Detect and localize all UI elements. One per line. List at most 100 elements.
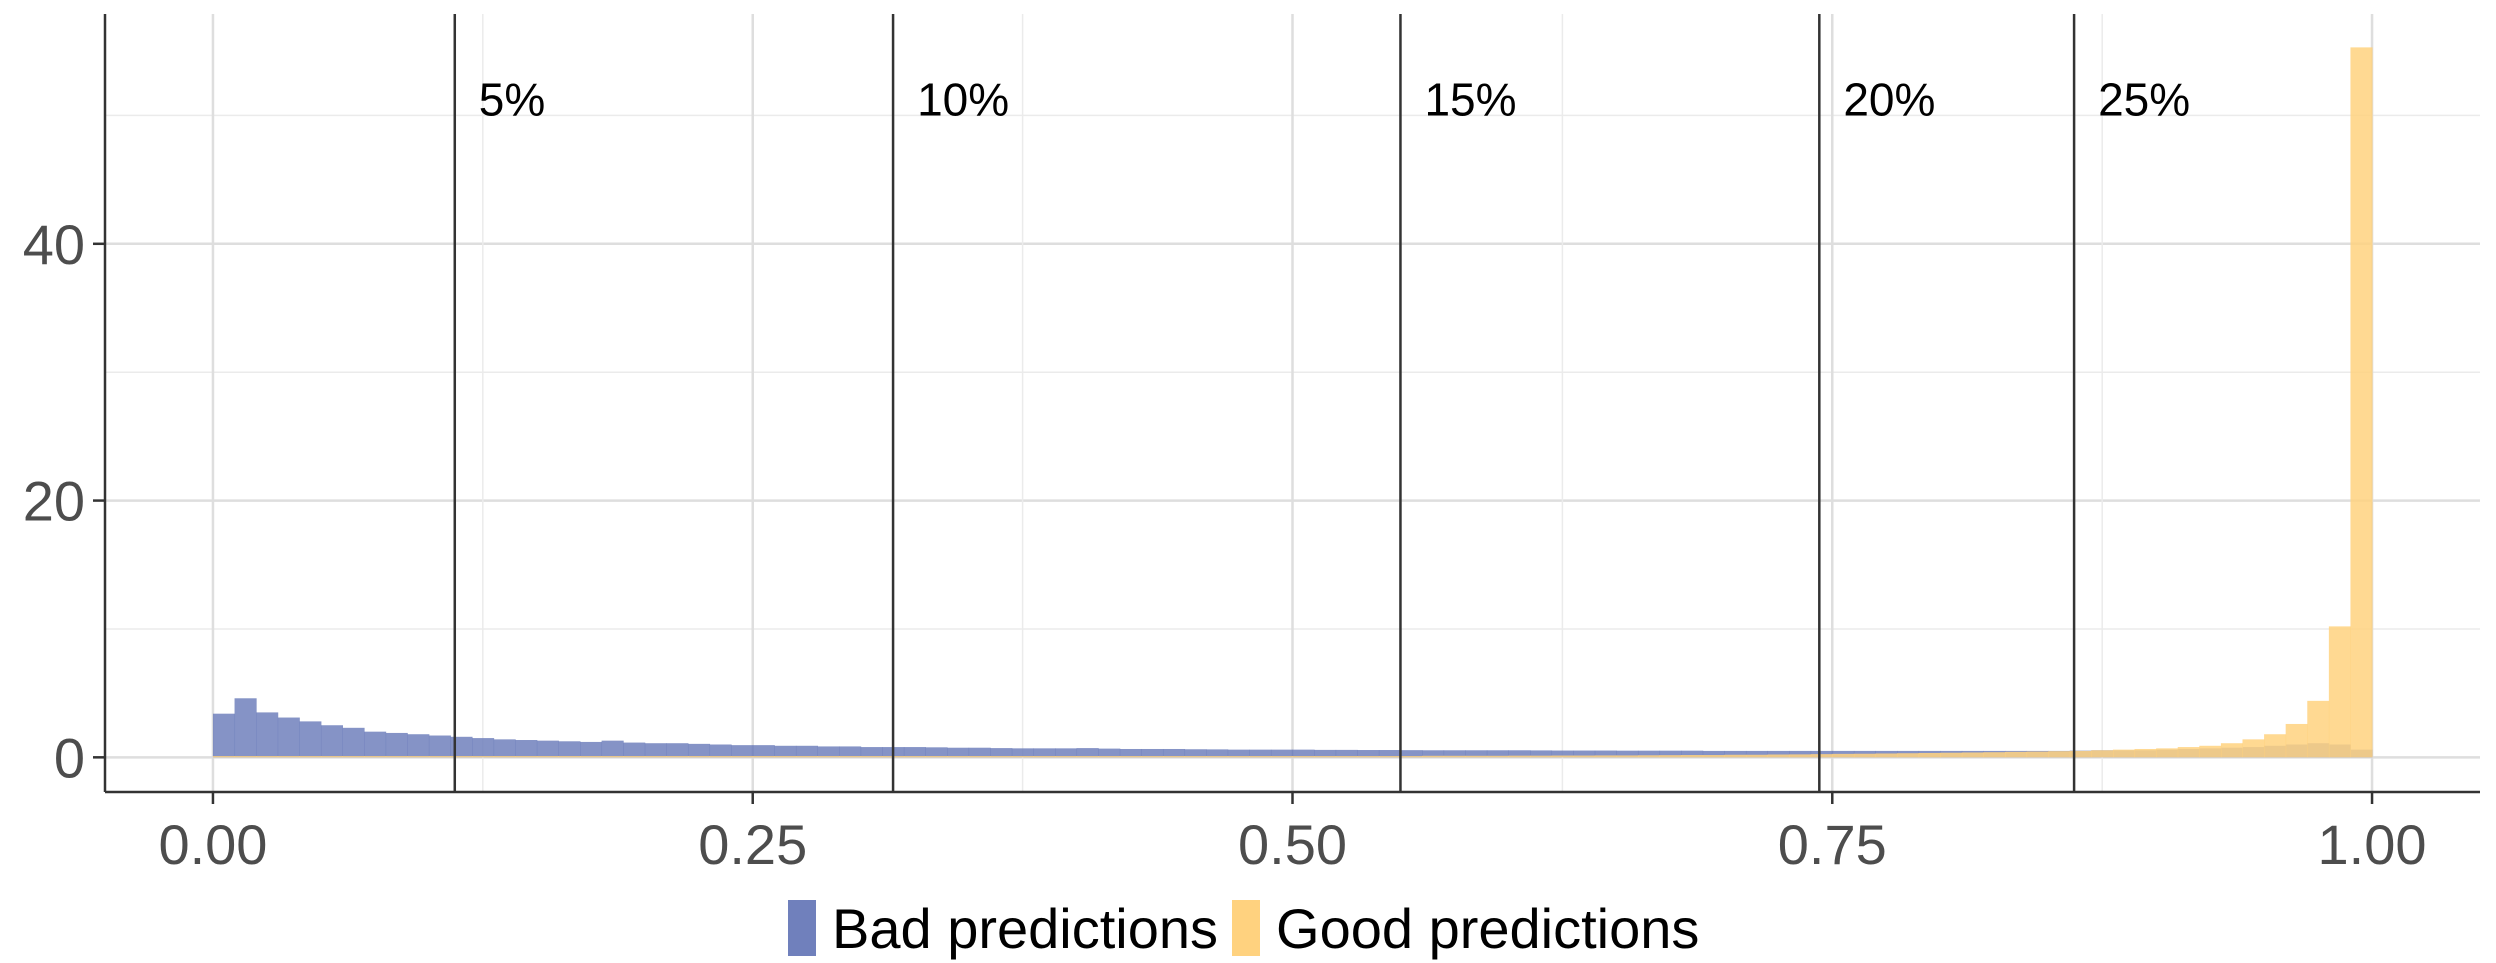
good-predictions-bar — [990, 756, 1013, 758]
bad-predictions-bar — [1270, 749, 1293, 758]
good-predictions-bar — [234, 756, 257, 758]
good-predictions-bar — [2069, 750, 2092, 758]
bad-predictions-bar — [364, 731, 387, 758]
good-predictions-bar — [752, 756, 775, 758]
good-predictions-bar — [1616, 755, 1639, 758]
good-predictions-bar — [925, 756, 948, 758]
bad-predictions-bar — [817, 746, 840, 758]
bad-predictions-bar — [1162, 748, 1186, 758]
good-predictions-bar — [364, 756, 387, 758]
good-predictions-bar — [1897, 753, 1920, 758]
good-predictions-bar — [1594, 755, 1617, 758]
good-predictions-bar — [1724, 754, 1747, 758]
good-predictions-bar — [709, 756, 732, 758]
bad-predictions-bar — [1573, 750, 1596, 758]
good-predictions-bar — [1853, 753, 1876, 758]
good-predictions-bar — [1270, 756, 1293, 758]
bad-predictions-bar — [1119, 748, 1142, 758]
good-predictions-bar — [2091, 750, 2114, 758]
good-predictions-bar — [342, 756, 365, 758]
good-predictions-bar — [795, 756, 818, 758]
good-predictions-bar — [860, 756, 883, 758]
good-predictions-bar — [1745, 754, 1768, 758]
bad-predictions-bar — [299, 721, 322, 758]
good-predictions-bar — [1011, 756, 1034, 758]
x-tick-label: 0.25 — [698, 813, 807, 876]
good-predictions-bar — [1637, 755, 1661, 758]
bad-predictions-bar — [1681, 750, 1704, 758]
good-predictions-bar — [1292, 756, 1315, 758]
good-predictions-bar — [256, 756, 279, 758]
good-predictions-bar — [1055, 756, 1078, 758]
good-predictions-bar — [839, 756, 862, 758]
legend-item-bad: Bad predictions — [788, 896, 1218, 961]
good-predictions-bar — [817, 756, 840, 758]
bad-predictions-bar — [1530, 750, 1553, 758]
good-predictions-bar — [623, 756, 646, 758]
bad-predictions-bar — [752, 745, 775, 758]
bad-predictions-bar — [234, 698, 257, 758]
bad-predictions-bar — [1400, 750, 1423, 758]
bad-predictions-bar — [1443, 750, 1466, 758]
bad-predictions-bar — [1292, 749, 1315, 758]
good-predictions-bar — [774, 756, 797, 758]
good-predictions-bar — [1076, 756, 1099, 758]
good-predictions-bar — [1422, 755, 1445, 758]
x-tick-label: 1.00 — [2318, 813, 2427, 876]
good-predictions-bar — [407, 756, 430, 758]
bad-predictions-bar — [666, 743, 689, 758]
good-predictions-bar — [1314, 756, 1337, 758]
bad-predictions-bar — [1357, 750, 1380, 758]
bad-predictions-bar — [1745, 750, 1768, 758]
threshold-label: 15% — [1424, 73, 1516, 125]
good-predictions-bar — [1551, 755, 1574, 758]
good-predictions-bar — [2307, 700, 2330, 758]
grid-lines — [105, 14, 2480, 792]
good-predictions-bar — [1033, 756, 1056, 758]
good-predictions-bar — [428, 756, 451, 758]
good-predictions-bar — [1357, 756, 1380, 758]
x-axis-ticks: 0.00 0.25 0.50 0.75 1.00 — [158, 792, 2427, 876]
bad-predictions-bar — [1594, 750, 1617, 758]
good-predictions-bar — [1573, 755, 1596, 758]
bad-predictions-bar — [1702, 750, 1725, 758]
good-predictions-bar — [580, 756, 603, 758]
good-predictions-bar — [2199, 745, 2222, 758]
x-tick-label: 0.50 — [1238, 813, 1347, 876]
good-predictions-bar — [687, 756, 711, 758]
good-predictions-bar — [1961, 752, 1984, 758]
bad-predictions-bar — [1314, 749, 1337, 758]
good-predictions-bar — [1702, 755, 1725, 758]
good-predictions-bar — [2048, 751, 2071, 758]
good-predictions-bar — [1918, 752, 1941, 758]
good-predictions-bar — [1659, 755, 1682, 758]
bad-predictions-bar — [320, 725, 343, 758]
good-predictions-bar — [385, 756, 408, 758]
bad-predictions-bar — [1206, 749, 1229, 758]
bad-predictions-bar — [903, 747, 926, 758]
good-predictions-bar — [1141, 756, 1164, 758]
bad-predictions-bar — [1184, 749, 1207, 758]
good-predictions-bar — [1443, 755, 1466, 758]
bad-predictions-bar — [407, 734, 430, 758]
bad-predictions-bar — [947, 747, 970, 758]
bad-predictions-bar — [990, 748, 1013, 758]
y-tick-label: 20 — [23, 470, 85, 533]
y-tick-label: 40 — [23, 213, 85, 276]
good-predictions-bar — [2220, 743, 2243, 758]
good-predictions-bar — [320, 756, 343, 758]
legend-label-good: Good predictions — [1276, 896, 1700, 960]
good-predictions-bar — [2285, 723, 2308, 758]
good-predictions-bar — [515, 756, 538, 758]
good-predictions-bar — [2328, 626, 2351, 758]
bad-predictions-bar — [558, 741, 581, 758]
good-predictions-bars — [212, 47, 2373, 758]
bad-predictions-bar — [428, 735, 451, 758]
bad-predictions-bar — [644, 743, 667, 758]
good-predictions-bar — [2177, 747, 2200, 758]
legend: Bad predictions Good predictions — [788, 893, 1713, 963]
good-predictions-bar — [1378, 756, 1401, 758]
good-predictions-bar — [947, 756, 970, 758]
bad-predictions-bar — [277, 717, 300, 758]
good-predictions-bar — [1789, 754, 1812, 758]
